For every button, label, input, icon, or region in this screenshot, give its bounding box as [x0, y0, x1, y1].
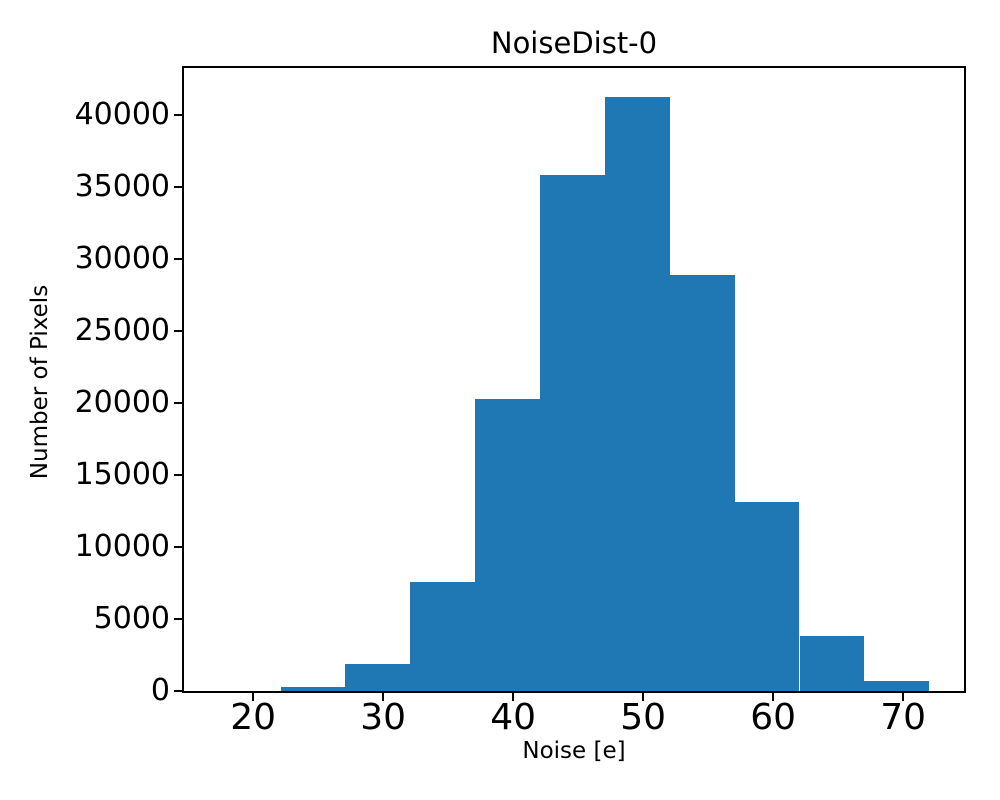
y-tick-label: 15000: [74, 456, 170, 492]
x-tick-label: 60: [750, 697, 797, 738]
y-tick: [174, 473, 182, 476]
x-tick-label: 40: [490, 697, 537, 738]
y-tick-label: 25000: [74, 312, 170, 348]
y-tick: [174, 185, 182, 188]
x-axis-label: Noise [e]: [522, 738, 626, 764]
x-tick: [382, 693, 385, 701]
y-tick-label: 20000: [74, 384, 170, 420]
x-tick: [902, 693, 905, 701]
y-tick: [174, 257, 182, 260]
x-tick: [642, 693, 645, 701]
x-tick-label: 50: [620, 697, 667, 738]
histogram-bar: [475, 398, 540, 691]
x-tick: [252, 693, 255, 701]
x-tick-label: 20: [230, 697, 277, 738]
histogram-bar: [540, 175, 605, 691]
x-tick: [512, 693, 515, 701]
y-tick-label: 5000: [93, 600, 170, 636]
histogram-bar: [734, 502, 800, 691]
histogram-bar: [864, 680, 930, 691]
y-tick-label: 35000: [74, 168, 170, 204]
histogram-bar: [669, 274, 735, 691]
y-tick-label: 0: [150, 673, 170, 708]
histogram-bar: [604, 97, 670, 691]
chart-title: NoiseDist-0: [490, 26, 658, 60]
y-tick: [174, 690, 182, 692]
y-tick-label: 40000: [74, 96, 170, 132]
y-tick: [174, 329, 182, 332]
y-tick: [174, 113, 182, 116]
y-tick: [174, 617, 182, 620]
histogram-bar: [280, 686, 346, 691]
histogram-bar: [410, 582, 476, 691]
x-tick: [772, 693, 775, 701]
y-tick: [174, 401, 182, 404]
histogram-bar: [799, 635, 865, 691]
x-tick-label: 30: [360, 697, 407, 738]
x-tick-label: 70: [880, 697, 927, 738]
y-tick-label: 10000: [74, 528, 170, 564]
y-tick: [174, 545, 182, 548]
y-tick-label: 30000: [74, 240, 170, 276]
histogram-bar: [345, 663, 411, 691]
